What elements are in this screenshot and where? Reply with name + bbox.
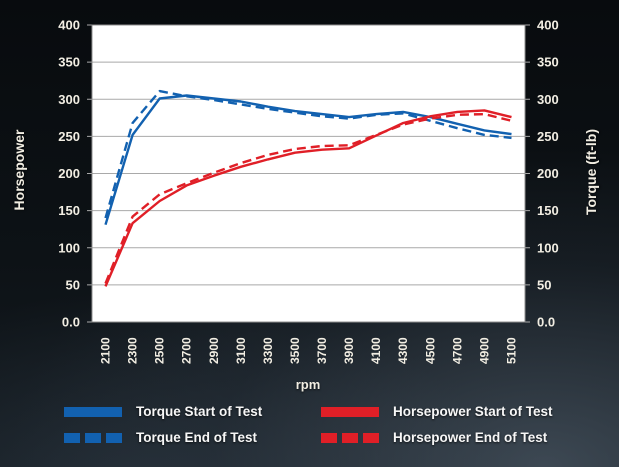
y-tick-label-right: 150 — [537, 203, 559, 218]
y-tick-label-left: 0.0 — [62, 315, 80, 330]
dash-block — [321, 432, 337, 443]
legend-item-horsepower-start: Horsepower Start of Test — [321, 404, 553, 419]
legend-item-torque-start: Torque Start of Test — [64, 404, 321, 419]
y-tick-label-right: 400 — [537, 18, 559, 33]
dash-block — [363, 432, 379, 443]
x-tick-label: 2500 — [153, 337, 167, 364]
legend-swatch-horsepower-end-dashed — [321, 432, 379, 443]
legend-item-torque-end: Torque End of Test — [64, 430, 321, 445]
x-tick-label: 4700 — [450, 337, 464, 364]
x-tick-label: 5100 — [504, 337, 518, 364]
y-tick-label-right: 300 — [537, 92, 559, 107]
legend-label-horsepower-start: Horsepower Start of Test — [393, 404, 553, 419]
legend-label-horsepower-end: Horsepower End of Test — [393, 430, 548, 445]
dash-block — [342, 432, 358, 443]
y-tick-label-left: 400 — [58, 18, 80, 33]
x-tick-label: 2900 — [207, 337, 221, 364]
right-axis-title: Torque (ft-lb) — [583, 128, 599, 216]
x-tick-label: 4500 — [423, 337, 437, 364]
x-tick-label: 3100 — [234, 337, 248, 364]
legend-swatch-torque-start-solid — [64, 406, 122, 417]
y-tick-label-left: 200 — [58, 166, 80, 181]
x-tick-label: 4900 — [477, 337, 491, 364]
x-tick-label: 3900 — [342, 337, 356, 364]
legend-item-horsepower-end: Horsepower End of Test — [321, 430, 553, 445]
legend-label-torque-end: Torque End of Test — [136, 430, 257, 445]
legend: Torque Start of Test Torque End of Test … — [64, 404, 553, 445]
y-tick-label-left: 100 — [58, 240, 80, 255]
series-line-1-dashed — [104, 89, 512, 219]
y-tick-label-right: 0.0 — [537, 315, 555, 330]
series-line-0-solid — [104, 94, 512, 226]
y-tick-label-right: 200 — [537, 166, 559, 181]
y-tick-label-right: 50 — [537, 277, 551, 292]
y-tick-label-right: 100 — [537, 240, 559, 255]
dash-block — [64, 432, 80, 443]
x-tick-label: 4100 — [369, 337, 383, 364]
legend-label-torque-start: Torque Start of Test — [136, 404, 263, 419]
y-tick-label-right: 350 — [537, 55, 559, 70]
y-tick-label-left: 50 — [66, 277, 80, 292]
left-axis-title: Horsepower — [11, 129, 27, 211]
legend-swatch-torque-end-dashed — [64, 432, 122, 443]
plot-border — [91, 24, 526, 323]
dash-block — [85, 432, 101, 443]
x-tick-label: 4300 — [396, 337, 410, 364]
series-line-2-solid — [104, 109, 512, 287]
x-tick-label: 3500 — [288, 337, 302, 364]
legend-swatch-horsepower-start-solid — [321, 406, 379, 417]
x-tick-label: 3300 — [261, 337, 275, 364]
x-tick-label: 2700 — [180, 337, 194, 364]
dash-block — [106, 432, 122, 443]
x-tick-label: 2300 — [126, 337, 140, 364]
x-axis-title: rpm — [295, 377, 321, 392]
x-tick-label: 2100 — [99, 337, 113, 364]
y-tick-label-left: 150 — [58, 203, 80, 218]
y-tick-label-left: 350 — [58, 55, 80, 70]
y-tick-label-right: 250 — [537, 129, 559, 144]
y-tick-label-left: 300 — [58, 92, 80, 107]
x-tick-label: 3700 — [315, 337, 329, 364]
y-tick-label-left: 250 — [58, 129, 80, 144]
